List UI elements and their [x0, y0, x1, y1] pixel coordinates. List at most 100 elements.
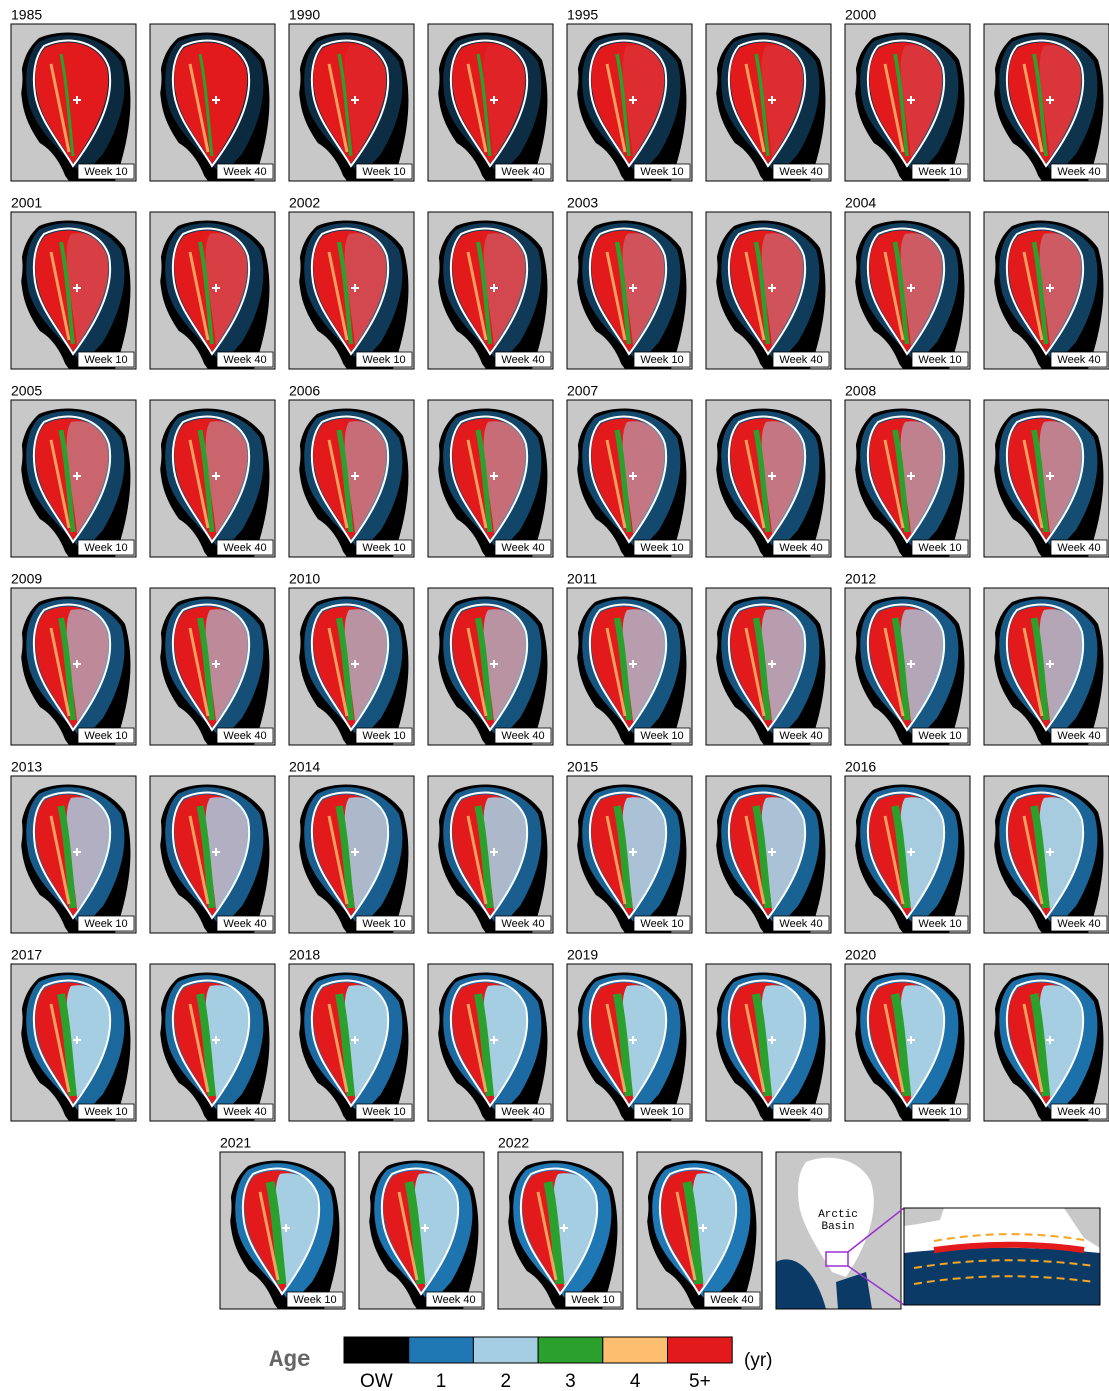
map-panel: Week 40	[984, 964, 1109, 1121]
year-label: 2008	[845, 383, 876, 399]
week-label: Week 40	[223, 166, 266, 178]
year-label: 2020	[845, 947, 876, 963]
map-panel: Week 40	[706, 400, 831, 557]
legend-label: 3	[565, 1371, 576, 1391]
map-panel: Week 10	[289, 776, 414, 933]
year-label: 1985	[11, 7, 42, 23]
map-panel: Week 40	[150, 588, 275, 745]
map-panel: Week 40	[428, 964, 553, 1121]
legend-swatch	[538, 1337, 603, 1363]
year-label: 2000	[845, 7, 876, 23]
year-label: 2005	[11, 383, 42, 399]
inset-map: ArcticBasin	[776, 1152, 901, 1309]
map-panel: Week 40	[706, 964, 831, 1121]
week-label: Week 40	[223, 542, 266, 554]
week-label: Week 10	[293, 1294, 336, 1306]
map-panel: Week 10	[498, 1152, 623, 1309]
week-label: Week 40	[501, 1106, 544, 1118]
year-label: 2022	[498, 1135, 529, 1151]
year-label: 2013	[11, 759, 42, 775]
figure: 1985Week 10Week 401990Week 10Week 401995…	[0, 0, 1109, 1391]
week-label: Week 10	[640, 1106, 683, 1118]
week-label: Week 40	[779, 166, 822, 178]
map-panel: Week 10	[289, 212, 414, 369]
year-label: 2010	[289, 571, 320, 587]
year-label: 2017	[11, 947, 42, 963]
week-label: Week 40	[1057, 918, 1100, 930]
map-panel: Week 10	[220, 1152, 345, 1309]
week-label: Week 40	[501, 918, 544, 930]
map-panel: Week 10	[11, 964, 136, 1121]
week-label: Week 10	[84, 354, 127, 366]
map-panel: Week 40	[150, 400, 275, 557]
map-panel: Week 40	[984, 588, 1109, 745]
map-panel: Week 40	[428, 588, 553, 745]
week-label: Week 40	[223, 730, 266, 742]
map-panel: Week 40	[984, 400, 1109, 557]
map-panel: Week 10	[289, 24, 414, 181]
map-panel: Week 10	[567, 964, 692, 1121]
legend-label: 4	[630, 1371, 641, 1391]
year-label: 2009	[11, 571, 42, 587]
week-label: Week 10	[918, 918, 961, 930]
map-panel: Week 40	[359, 1152, 484, 1309]
map-panel: Week 40	[150, 212, 275, 369]
week-label: Week 10	[918, 730, 961, 742]
week-label: Week 10	[640, 730, 683, 742]
year-label: 1995	[567, 7, 598, 23]
year-label: 1990	[289, 7, 320, 23]
map-panel: Week 10	[11, 212, 136, 369]
week-label: Week 40	[710, 1294, 753, 1306]
map-panel: Week 10	[845, 400, 970, 557]
map-panel: Week 10	[289, 588, 414, 745]
week-label: Week 40	[432, 1294, 475, 1306]
week-label: Week 40	[223, 1106, 266, 1118]
inset-label: Basin	[821, 1221, 854, 1233]
week-label: Week 10	[362, 918, 405, 930]
map-panel: Week 10	[11, 24, 136, 181]
week-label: Week 40	[779, 354, 822, 366]
week-label: Week 10	[918, 542, 961, 554]
map-panel: Week 10	[567, 588, 692, 745]
map-panel: Week 10	[289, 964, 414, 1121]
legend-label: OW	[360, 1371, 393, 1391]
week-label: Week 10	[640, 166, 683, 178]
year-label: 2002	[289, 195, 320, 211]
week-label: Week 10	[362, 354, 405, 366]
map-panel: Week 40	[428, 400, 553, 557]
week-label: Week 10	[571, 1294, 614, 1306]
legend-label: 2	[500, 1371, 511, 1391]
legend-swatch	[409, 1337, 474, 1363]
week-label: Week 40	[501, 166, 544, 178]
year-label: 2004	[845, 195, 876, 211]
week-label: Week 40	[501, 354, 544, 366]
map-panel: Week 40	[984, 212, 1109, 369]
week-label: Week 10	[640, 354, 683, 366]
legend-swatch	[473, 1337, 538, 1363]
legend-label: 1	[436, 1371, 447, 1391]
week-label: Week 10	[640, 542, 683, 554]
map-panel: Week 10	[567, 24, 692, 181]
week-label: Week 10	[84, 166, 127, 178]
year-label: 2015	[567, 759, 598, 775]
legend-label: 5+	[689, 1371, 711, 1391]
map-panel: Week 10	[567, 776, 692, 933]
map-panel: Week 40	[984, 776, 1109, 933]
inset-label: Arctic	[818, 1209, 858, 1221]
week-label: Week 40	[223, 354, 266, 366]
week-label: Week 40	[779, 542, 822, 554]
week-label: Week 10	[918, 1106, 961, 1118]
week-label: Week 40	[1057, 1106, 1100, 1118]
week-label: Week 10	[362, 542, 405, 554]
year-label: 2019	[567, 947, 598, 963]
map-panel: Week 40	[706, 212, 831, 369]
year-label: 2018	[289, 947, 320, 963]
legend-swatch	[668, 1337, 733, 1363]
map-panel: Week 40	[984, 24, 1109, 181]
week-label: Week 40	[779, 1106, 822, 1118]
week-label: Week 10	[918, 166, 961, 178]
year-label: 2014	[289, 759, 320, 775]
map-panel: Week 10	[845, 964, 970, 1121]
week-label: Week 40	[1057, 542, 1100, 554]
week-label: Week 40	[501, 542, 544, 554]
